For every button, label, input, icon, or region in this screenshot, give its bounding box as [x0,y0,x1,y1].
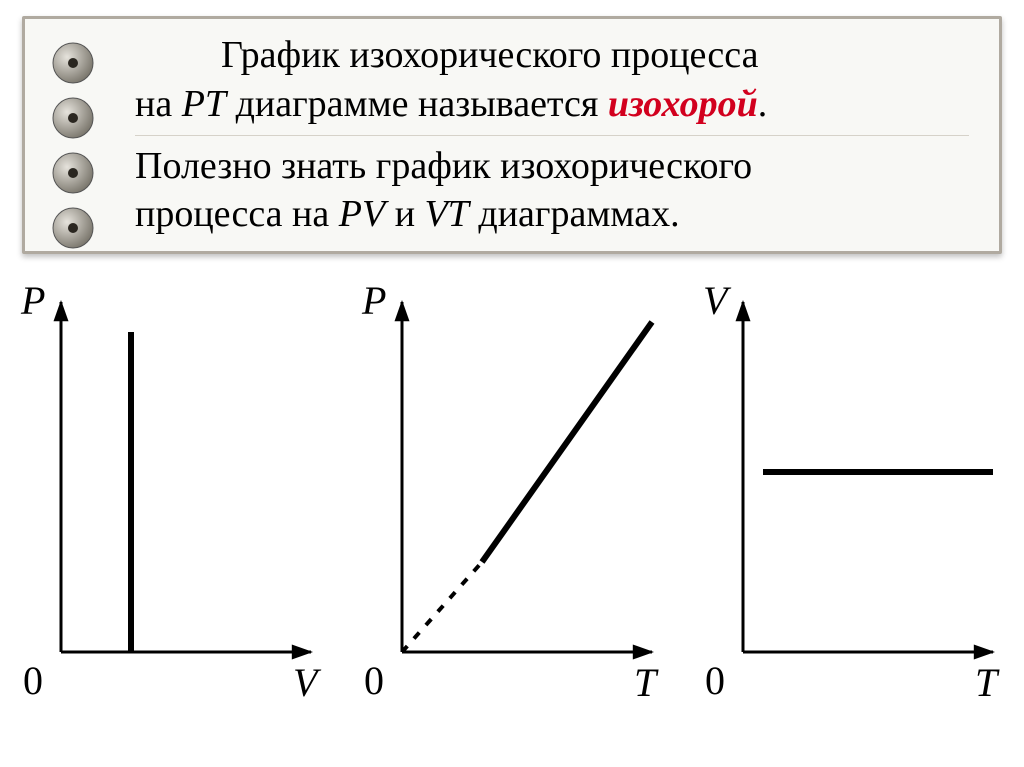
divider [135,135,969,136]
pt-symbol: РТ [182,83,226,125]
data-line [482,322,652,562]
y-axis-label: P [361,278,386,323]
chart-p-v: P V 0 [11,272,331,702]
line2-mid: диаграмме называется [226,83,608,125]
text-frame: График изохорического процесса на РТ диа… [22,16,1002,254]
line2-pre: на [135,83,182,125]
line2-post: . [758,83,768,125]
x-axis-label: T [634,660,659,702]
binder-ring-icon [50,150,96,196]
pv-symbol: PV [339,193,385,235]
text-line-2: на РТ диаграмме называется изохорой. [135,80,969,129]
origin-label: 0 [364,658,384,702]
y-axis-label: V [703,278,732,323]
slide: График изохорического процесса на РТ диа… [0,0,1024,767]
origin-label: 0 [23,658,43,702]
line4-pre: процесса на [135,193,339,235]
charts-row: PV0PT0VT0 [0,272,1024,752]
binder-ring-icon [50,40,96,86]
binder-ring-icon [50,95,96,141]
origin-label: 0 [705,658,725,702]
text-line-4: процесса на PV и VT диаграммах. [135,190,969,239]
keyword-isochore: изохорой [608,83,758,125]
text-line-1: График изохорического процесса [135,31,969,80]
line4-mid: и [385,193,424,235]
x-axis-label: V [293,660,322,702]
chart-p-t: P T 0 [352,272,672,702]
line4-post: диаграммах. [469,193,680,235]
binder-ring-icon [50,205,96,251]
data-line [402,562,482,652]
x-axis-label: T [975,660,1000,702]
text-line-3: Полезно знать график изохорического [135,142,969,191]
y-axis-label: P [20,278,45,323]
chart-v-t: V T 0 [693,272,1013,702]
vt-symbol: VT [425,193,469,235]
